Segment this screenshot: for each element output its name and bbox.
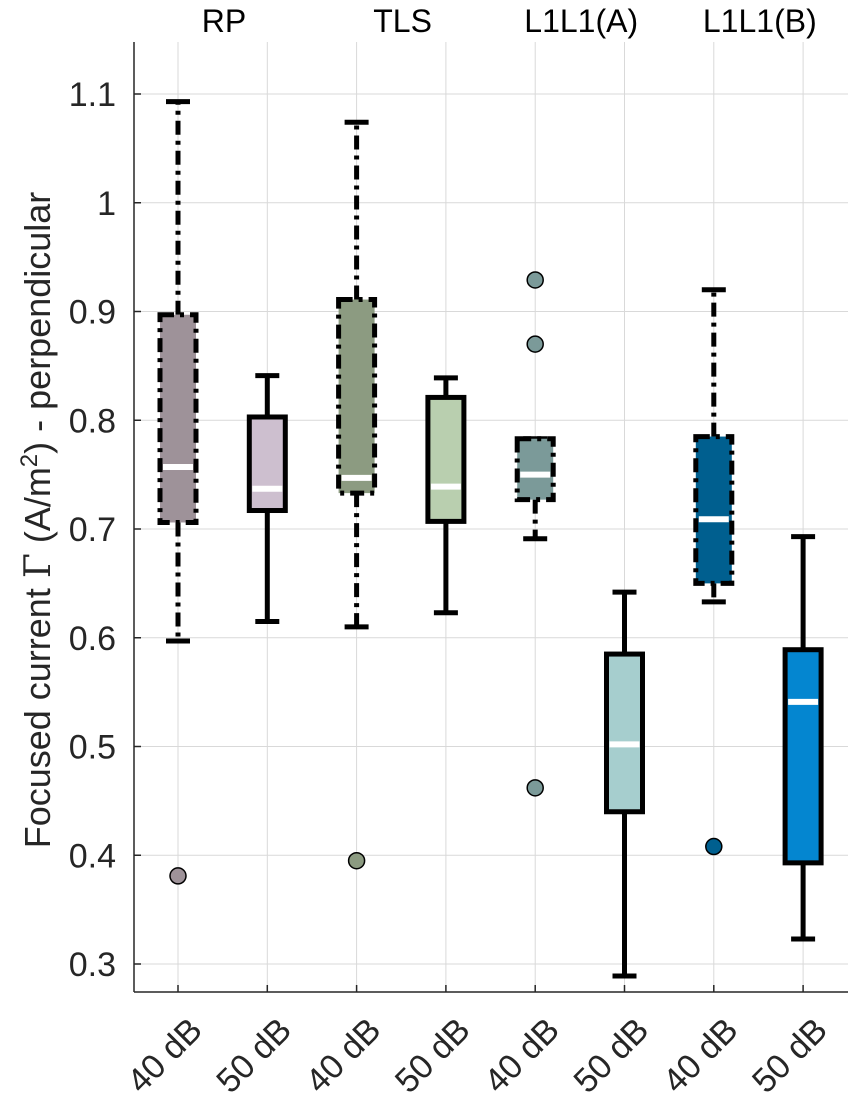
box-1 (157, 99, 199, 885)
group-label: RP (202, 3, 246, 39)
box-body (425, 394, 467, 524)
box-3 (336, 119, 378, 870)
y-tick-label: 0.8 (69, 402, 116, 440)
outlier-point (169, 867, 187, 885)
box-8 (782, 534, 824, 942)
y-tick-labels: 0.3 0.4 0.5 0.6 0.7 0.8 0.9 1 1.1 (69, 76, 116, 984)
box-4 (425, 375, 467, 616)
group-label: TLS (373, 3, 432, 39)
y-tick-label: 0.4 (69, 837, 116, 875)
box-body (514, 436, 556, 503)
box-7 (693, 287, 735, 856)
y-tick-label: 1 (97, 185, 116, 223)
y-label-unit-sup: 2 (16, 454, 43, 467)
box-5 (514, 271, 556, 797)
y-label-unit-open: (A/m (17, 467, 58, 553)
box-body (693, 434, 735, 586)
y-axis-label: Focused current Γ (A/m2) - perpendicular (16, 192, 60, 849)
box-body (246, 414, 288, 514)
boxes (157, 99, 824, 979)
y-label-prefix: Focused current (17, 578, 58, 848)
box-6 (604, 589, 645, 979)
box-body (157, 312, 199, 525)
axes (133, 42, 848, 993)
box-2 (246, 373, 288, 624)
box-body (604, 651, 645, 815)
outlier-point (526, 271, 544, 289)
box-body (336, 297, 378, 496)
box-body (782, 647, 824, 866)
y-tick-label: 0.9 (69, 294, 116, 332)
group-labels: RP TLS L1L1(A) L1L1(B) (202, 3, 817, 39)
y-tick-label: 0.7 (69, 511, 116, 549)
y-tick-label: 0.5 (69, 729, 116, 767)
outlier-point (526, 779, 544, 797)
outlier-point (526, 335, 544, 353)
y-label-unit-close: ) - perpendicular (17, 192, 58, 454)
y-label-symbol: Γ (18, 553, 59, 578)
y-tick-label: 1.1 (69, 76, 116, 114)
group-label: L1L1(A) (524, 3, 638, 39)
y-tick-label: 0.3 (69, 946, 116, 984)
outlier-point (347, 851, 366, 870)
y-tick-label: 0.6 (69, 620, 116, 658)
outlier-point (705, 837, 723, 856)
group-label: L1L1(B) (703, 3, 817, 39)
